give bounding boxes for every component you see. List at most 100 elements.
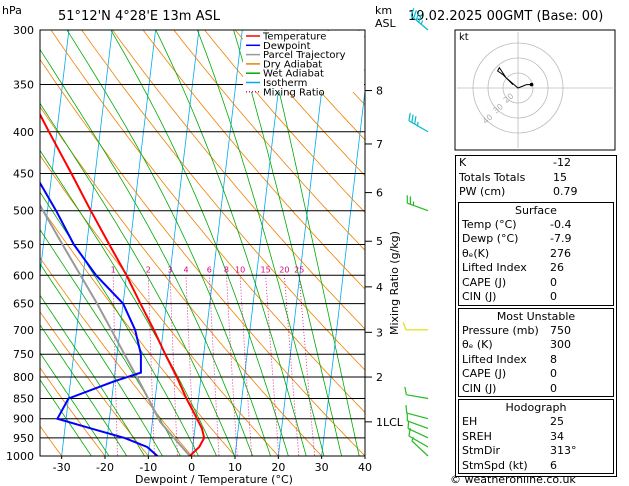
surface-label: CIN (J) <box>462 290 497 303</box>
mixing-ratio-labels: 1 2 3 4 6 8 10 15 20 25 <box>111 265 305 274</box>
dry-adiabat-line <box>81 30 365 371</box>
dry-adiabat-line <box>234 30 365 177</box>
mixing-ratio-line <box>112 275 118 456</box>
surface-row: CAPE (J) 0 <box>459 276 613 291</box>
mixing-ratio-line <box>298 275 316 456</box>
most-unstable-value: 8 <box>550 352 557 366</box>
pressure-tick-label: 350 <box>13 79 34 92</box>
pressure-tick-label: 850 <box>13 392 34 405</box>
most-unstable-label: CIN (J) <box>462 381 497 395</box>
pressure-tick-label: 450 <box>13 167 34 180</box>
x-tick-label: -30 <box>53 461 71 474</box>
km-tick-label: 2 <box>376 371 383 384</box>
index-row: K -12 <box>456 156 616 171</box>
wind-barb-staff <box>408 120 429 133</box>
surface-row: Dewp (°C) -7.9 <box>459 232 613 247</box>
surface-block: Surface Temp (°C) -0.4 Dewp (°C) -7.9 θₑ(K) 2… <box>458 201 614 306</box>
surface-value: 0 <box>550 275 557 289</box>
x-tick-label: -10 <box>139 461 157 474</box>
isotherm-line <box>277 30 330 456</box>
surface-value: 276 <box>550 246 571 260</box>
wind-barb-staff <box>408 435 429 448</box>
wind-barb-flag <box>416 121 419 126</box>
mixing-ratio-label: 8 <box>224 265 229 274</box>
mixing-ratio-label: 6 <box>207 265 212 274</box>
dry-adiabat-line <box>173 30 365 251</box>
profiles <box>40 112 206 456</box>
dry-adiabat-line <box>40 367 106 456</box>
legend-label: Mixing Ratio <box>263 87 325 98</box>
dry-adiabat-line <box>142 30 365 290</box>
km-tick-label: 3 <box>376 326 383 339</box>
legend-label: Dewpoint <box>263 41 311 52</box>
dry-adiabat-line <box>40 257 193 456</box>
most-unstable-value: 0 <box>550 367 557 380</box>
most-unstable-row: Pressure (mb) 750 <box>459 324 613 339</box>
mixing-ratio-line <box>147 275 155 456</box>
km-tick-label: 6 <box>376 187 383 200</box>
wet-adiabat-line <box>110 30 289 456</box>
wind-barb-flag <box>415 12 420 21</box>
wet-adiabat-line <box>40 191 199 456</box>
mixing-ratio-label: 2 <box>146 265 151 274</box>
x-tick-label: 40 <box>358 461 372 474</box>
surface-value: -7.9 <box>550 232 572 245</box>
surface-value: 0 <box>550 290 557 303</box>
wet-adiabat-line <box>264 30 360 456</box>
pressure-tick-label: 1000 <box>6 450 34 463</box>
hodograph-index-row: StmDir 313° <box>459 444 613 459</box>
pressure-tick-label: 400 <box>13 126 34 139</box>
wind-barb-staff <box>407 420 429 429</box>
x-tick-label: -20 <box>96 461 114 474</box>
pressure-tick-label: 550 <box>13 238 34 251</box>
hodograph-trace <box>496 66 532 89</box>
most-unstable-row: θₑ (K) 300 <box>459 338 613 353</box>
height-unit-asl: ASL <box>375 17 397 30</box>
index-row: Totals Totals 15 <box>456 171 616 186</box>
most-unstable-row: CIN (J) 0 <box>459 382 613 397</box>
hodograph-index-label: SREH <box>462 429 492 443</box>
index-label: K <box>459 156 467 169</box>
mixing-ratio-label: 20 <box>279 265 289 274</box>
index-value: 15 <box>553 170 567 184</box>
mixing-ratio-line <box>208 275 220 456</box>
wet-adiabat-line <box>155 30 307 456</box>
dewpoint-line <box>40 180 159 456</box>
wind-barb-flag <box>420 20 424 25</box>
most-unstable-row: Lifted Index 8 <box>459 353 613 368</box>
wet-adiabat-line <box>66 30 271 456</box>
wind-barb-flag <box>402 322 407 331</box>
dry-adiabat-line <box>111 30 365 330</box>
wet-adiabat-line <box>40 263 163 456</box>
surface-row: Temp (°C) -0.4 <box>459 218 613 233</box>
storm-motion-marker <box>529 82 534 87</box>
dry-adiabat-line <box>40 311 149 456</box>
dry-adiabat-line <box>40 154 279 456</box>
wind-barb-flag <box>404 386 407 395</box>
mixing-ratio-label: 25 <box>294 265 304 274</box>
indices-top: K -12 Totals Totals 15 PW (cm) 0.79 <box>456 156 616 200</box>
mixing-ratio-label: 4 <box>183 265 188 274</box>
hodograph-index-label: EH <box>462 415 478 428</box>
most-unstable-value: 300 <box>550 338 571 351</box>
mixing-ratio-line <box>265 275 280 456</box>
height-unit-km: km <box>375 4 392 17</box>
pressure-tick-label: 600 <box>13 269 34 282</box>
index-label: Totals Totals <box>459 170 526 184</box>
most-unstable-value: 0 <box>550 381 557 395</box>
mixing-ratio-label: 3 <box>167 265 172 274</box>
most-unstable-row: CAPE (J) 0 <box>459 367 613 382</box>
hodograph-index-row: EH 25 <box>459 415 613 430</box>
legend-label: Temperature <box>262 32 326 43</box>
legend-label: Isotherm <box>263 78 307 89</box>
index-value: -12 <box>553 156 571 169</box>
pressure-unit: hPa <box>2 4 22 17</box>
surface-row: Lifted Index 26 <box>459 261 613 276</box>
wind-barb-flag <box>411 114 414 123</box>
surface-value: -0.4 <box>550 217 572 231</box>
km-tick-label: 8 <box>376 85 383 98</box>
hodograph-index-value: 25 <box>550 415 564 428</box>
wind-barb-staff <box>411 440 429 457</box>
